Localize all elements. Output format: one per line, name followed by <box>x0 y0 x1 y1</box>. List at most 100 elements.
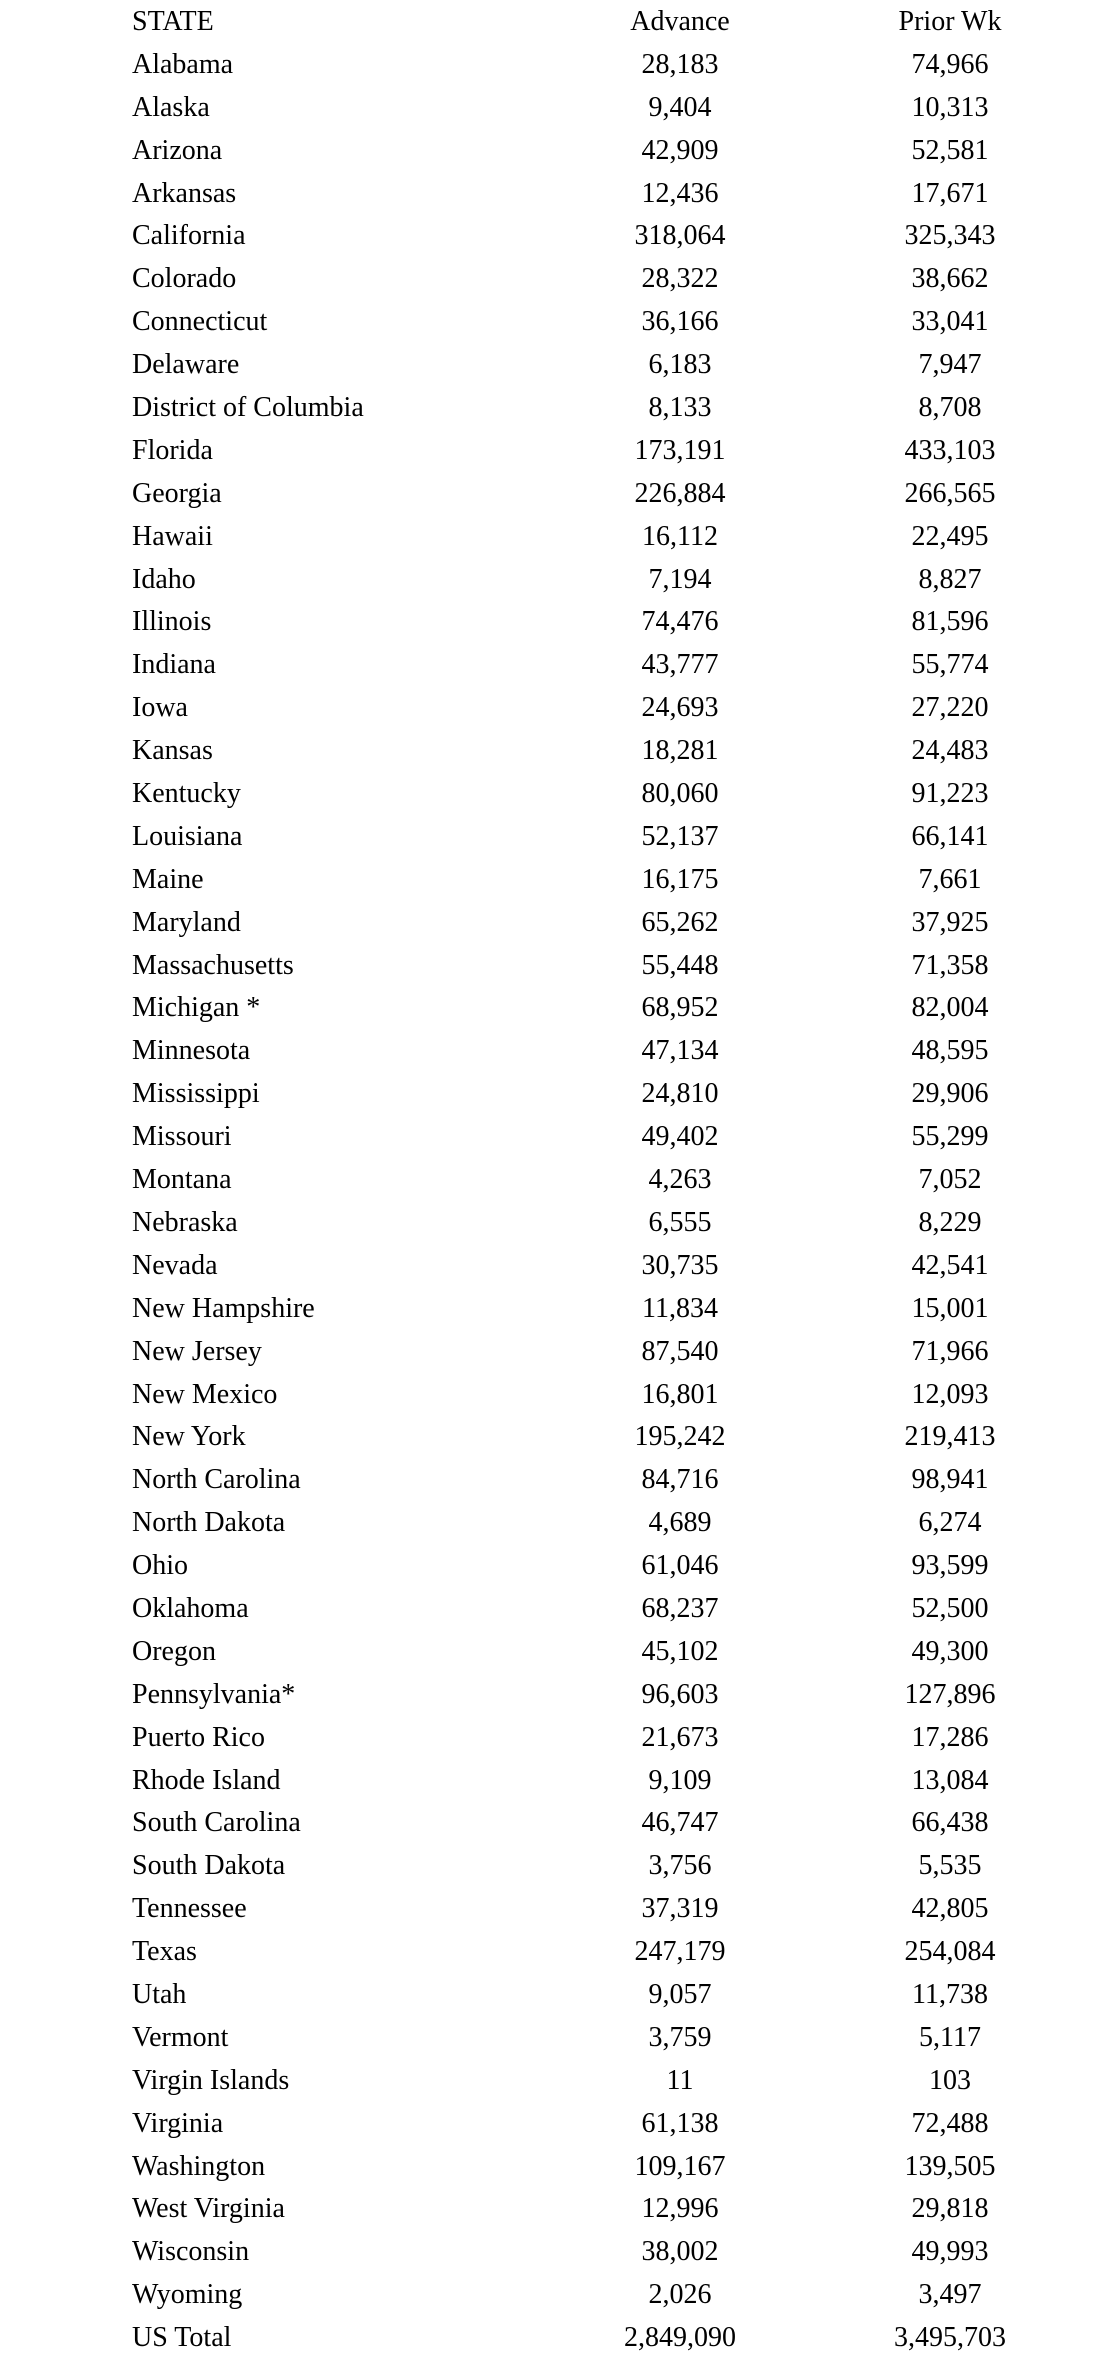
table-row: Wisconsin 38,002 49,993 <box>0 2230 1100 2273</box>
state-cell: Rhode Island <box>132 1764 281 1796</box>
prior-week-cell: 38,662 <box>911 263 989 295</box>
prior-week-cell: 71,966 <box>911 1335 989 1367</box>
state-column-header: STATE <box>132 6 214 37</box>
state-cell: Nebraska <box>132 1206 238 1238</box>
state-cell: Maryland <box>132 906 241 938</box>
prior-week-cell: 139,505 <box>904 2150 996 2182</box>
advance-cell: 46,747 <box>641 1807 719 1839</box>
advance-cell: 61,138 <box>641 2107 719 2139</box>
prior-week-cell: 17,286 <box>911 1721 989 1753</box>
table-row: Massachusetts 55,448 71,358 <box>0 944 1100 987</box>
table-row: Kansas 18,281 24,483 <box>0 729 1100 772</box>
advance-cell: 42,909 <box>641 134 719 166</box>
state-cell: Idaho <box>132 563 196 595</box>
table-row: West Virginia 12,996 29,818 <box>0 2187 1100 2230</box>
prior-week-cell: 71,358 <box>911 949 989 981</box>
prior-week-cell: 98,941 <box>911 1464 989 1496</box>
prior-week-cell: 219,413 <box>904 1421 996 1453</box>
advance-cell: 65,262 <box>641 906 719 938</box>
advance-cell: 45,102 <box>641 1635 719 1667</box>
advance-cell: 12,436 <box>641 177 719 209</box>
table-row: Virginia 61,138 72,488 <box>0 2102 1100 2145</box>
state-cell: Alabama <box>132 48 234 80</box>
prior-week-cell: 42,541 <box>911 1249 989 1281</box>
prior-week-cell: 55,774 <box>911 649 989 681</box>
table-row: Oklahoma 68,237 52,500 <box>0 1587 1100 1630</box>
prior-week-cell: 103 <box>929 2064 971 2096</box>
prior-week-cell: 52,581 <box>911 134 989 166</box>
state-cell: Maine <box>132 863 204 895</box>
table-row: Florida 173,191 433,103 <box>0 429 1100 472</box>
state-cell: Georgia <box>132 477 222 509</box>
advance-cell: 30,735 <box>641 1249 719 1281</box>
advance-cell: 9,109 <box>648 1764 712 1796</box>
advance-cell: 2,026 <box>648 2279 712 2311</box>
state-cell: South Dakota <box>132 1850 286 1882</box>
state-cell: Florida <box>132 434 213 466</box>
state-cell: Pennsylvania* <box>132 1678 296 1710</box>
table-row: Idaho 7,194 8,827 <box>0 558 1100 601</box>
prior-week-cell: 7,052 <box>918 1164 982 1196</box>
advance-cell: 21,673 <box>641 1721 719 1753</box>
state-cell: Wyoming <box>132 2279 243 2311</box>
table-row: Louisiana 52,137 66,141 <box>0 815 1100 858</box>
table-row: Connecticut 36,166 33,041 <box>0 300 1100 343</box>
table-row: Hawaii 16,112 22,495 <box>0 515 1100 558</box>
prior-week-cell: 13,084 <box>911 1764 989 1796</box>
table-row: Ohio 61,046 93,599 <box>0 1544 1100 1587</box>
state-cell: Washington <box>132 2150 266 2182</box>
table-row: Kentucky 80,060 91,223 <box>0 772 1100 815</box>
state-cell: North Dakota <box>132 1507 286 1539</box>
table-row: Virgin Islands 11 103 <box>0 2059 1100 2102</box>
prior-week-cell: 37,925 <box>911 906 989 938</box>
table-row: Puerto Rico 21,673 17,286 <box>0 1716 1100 1759</box>
prior-week-cell: 81,596 <box>911 606 989 638</box>
state-cell: Oregon <box>132 1635 216 1667</box>
table-row: California 318,064 325,343 <box>0 214 1100 257</box>
advance-cell: 109,167 <box>634 2150 726 2182</box>
advance-cell: 3,756 <box>648 1850 712 1882</box>
state-cell: Alaska <box>132 91 210 123</box>
table-row: Tennessee 37,319 42,805 <box>0 1887 1100 1930</box>
prior-week-cell: 33,041 <box>911 306 989 338</box>
state-cell: Illinois <box>132 606 212 638</box>
table-row: Georgia 226,884 266,565 <box>0 472 1100 515</box>
state-cell: West Virginia <box>132 2193 285 2225</box>
prior-week-cell: 8,827 <box>918 563 982 595</box>
table-row: New Jersey 87,540 71,966 <box>0 1330 1100 1373</box>
prior-week-cell: 52,500 <box>911 1592 989 1624</box>
table-row: Vermont 3,759 5,117 <box>0 2016 1100 2059</box>
state-cell: Montana <box>132 1164 232 1196</box>
prior-week-cell: 17,671 <box>911 177 989 209</box>
advance-cell: 2,849,090 <box>624 2322 736 2354</box>
advance-cell: 96,603 <box>641 1678 719 1710</box>
state-cell: Delaware <box>132 349 240 381</box>
prior-week-cell: 5,117 <box>919 2021 981 2053</box>
prior-week-cell: 8,708 <box>918 392 982 424</box>
prior-week-cell: 3,495,703 <box>894 2322 1006 2354</box>
state-cell: Virginia <box>132 2107 224 2139</box>
table-row: US Total 2,849,090 3,495,703 <box>0 2316 1100 2359</box>
state-cell: Wisconsin <box>132 2236 250 2268</box>
advance-cell: 68,952 <box>641 992 719 1024</box>
prior-week-cell: 91,223 <box>911 778 989 810</box>
prior-week-cell: 49,300 <box>911 1635 989 1667</box>
state-cell: North Carolina <box>132 1464 301 1496</box>
advance-cell: 37,319 <box>641 1893 719 1925</box>
state-cell: Arkansas <box>132 177 237 209</box>
state-cell: Connecticut <box>132 306 268 338</box>
state-cell: Nevada <box>132 1249 218 1281</box>
advance-cell: 9,404 <box>648 91 712 123</box>
state-cell: New Mexico <box>132 1378 278 1410</box>
prior-week-cell: 5,535 <box>918 1850 982 1882</box>
state-cell: Virgin Islands <box>132 2064 290 2096</box>
advance-cell: 16,112 <box>642 520 718 552</box>
state-cell: Hawaii <box>132 520 213 552</box>
table-row: Minnesota 47,134 48,595 <box>0 1029 1100 1072</box>
table-row: Rhode Island 9,109 13,084 <box>0 1759 1100 1802</box>
table-row: Arkansas 12,436 17,671 <box>0 172 1100 215</box>
advance-cell: 11,834 <box>642 1292 718 1324</box>
advance-cell: 24,810 <box>641 1078 719 1110</box>
table-row: Nebraska 6,555 8,229 <box>0 1201 1100 1244</box>
